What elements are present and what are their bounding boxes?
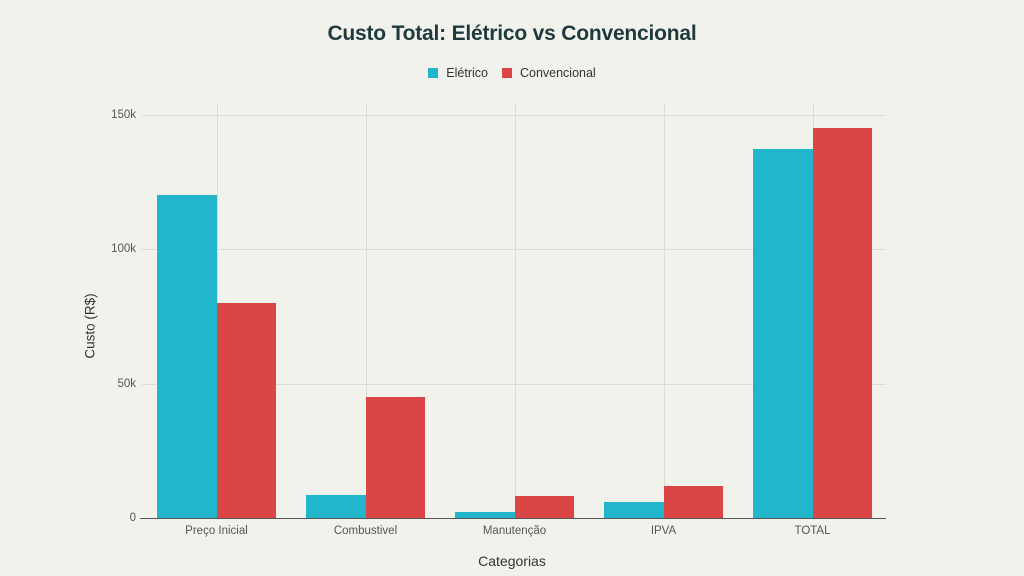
x-tick-label: Preço Inicial — [185, 525, 248, 537]
h-gridline — [142, 114, 886, 116]
y-tick-label: 150k — [111, 108, 136, 121]
y-tick-label: 50k — [117, 377, 136, 390]
chart-title: Custo Total: Elétrico vs Convencional — [327, 22, 697, 45]
v-gridline — [515, 104, 516, 518]
x-tick-label: IPVA — [650, 525, 677, 537]
bar-eletrico[interactable] — [753, 149, 813, 518]
bar-convencional[interactable] — [812, 127, 872, 518]
bar-eletrico[interactable] — [604, 501, 664, 518]
bar-convencional[interactable] — [663, 485, 723, 518]
legend-swatch-eletrico-icon — [428, 68, 439, 78]
y-tick-label: 0 — [129, 512, 136, 524]
v-gridline — [664, 104, 665, 518]
x-tick-label: TOTAL — [794, 525, 831, 537]
legend-label: Elétrico — [446, 66, 488, 80]
legend: Elétrico Convencional — [0, 66, 1024, 80]
x-axis-line — [140, 518, 886, 519]
legend-item-eletrico[interactable]: Elétrico — [428, 66, 488, 80]
y-tick-label: 100k — [111, 243, 136, 255]
x-tick-label: Combustivel — [333, 525, 398, 537]
h-gridline — [142, 383, 886, 385]
bar-eletrico[interactable] — [306, 494, 366, 518]
bar-convencional[interactable] — [365, 396, 425, 518]
h-gridline — [142, 249, 886, 250]
x-axis-label: Categorias — [478, 553, 546, 569]
bar-convencional[interactable] — [216, 302, 276, 518]
bar-eletrico[interactable] — [157, 195, 217, 518]
legend-item-convencional[interactable]: Convencional — [501, 66, 596, 80]
x-tick-label: Manutenção — [482, 525, 547, 537]
v-gridline — [366, 104, 367, 518]
bar-eletrico[interactable] — [455, 511, 515, 518]
y-axis-label: Custo (R$) — [82, 293, 98, 359]
legend-label: Convencional — [519, 66, 596, 80]
bar-convencional[interactable] — [514, 496, 574, 518]
legend-swatch-convencional-icon — [501, 68, 512, 78]
